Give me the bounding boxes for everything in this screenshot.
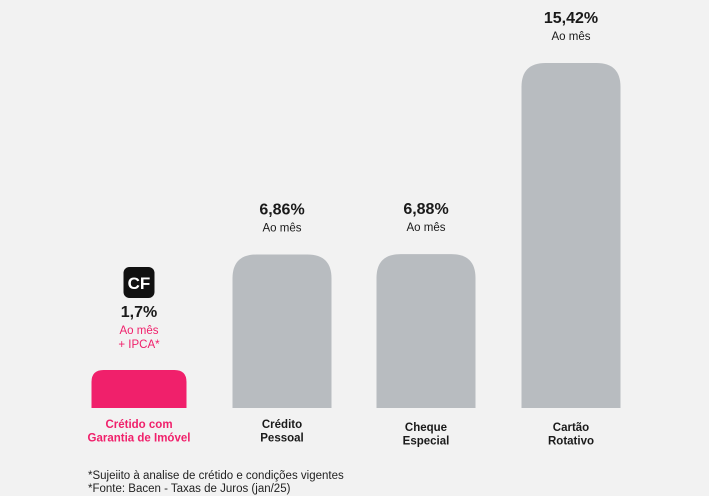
value-label-2: 6,88%: [403, 201, 448, 218]
category-label-3-0: Cartão: [553, 422, 589, 434]
sub-label-1-0: Ao mês: [263, 223, 302, 235]
bar-0: [91, 369, 187, 408]
category-label-1-0: Crédito: [262, 419, 302, 431]
category-label-0-0: Crétido com: [105, 419, 172, 431]
bar-3: [521, 63, 621, 408]
sub-label-0-1: + IPCA*: [118, 339, 160, 351]
sub-label-3-0: Ao mês: [552, 31, 591, 43]
footnote-source: *Fonte: Bacen - Taxas de Juros (jan/25): [88, 483, 291, 495]
sub-label-2-0: Ao mês: [407, 222, 446, 234]
value-label-3: 15,42%: [544, 10, 598, 27]
cf-logo-icon: [123, 266, 155, 298]
category-label-2-1: Especial: [403, 436, 450, 448]
category-label-1-1: Pessoal: [260, 433, 303, 445]
value-label-1: 6,86%: [259, 202, 304, 219]
sub-label-0-0: Ao mês: [120, 325, 159, 337]
category-label-3-1: Rotativo: [548, 436, 594, 448]
category-label-2-0: Cheque: [405, 422, 447, 434]
footnotes: *Sujeiito à analise de crétido e condiçõ…: [88, 470, 344, 496]
category-label-0-1: Garantia de Imóvel: [88, 433, 191, 445]
bar-2: [376, 254, 476, 408]
value-label-0: 1,7%: [121, 304, 157, 321]
footnote-conditions: *Sujeiito à analise de crétido e condiçõ…: [88, 470, 344, 482]
logo-text: CF: [128, 274, 151, 293]
bar-1: [232, 254, 332, 408]
